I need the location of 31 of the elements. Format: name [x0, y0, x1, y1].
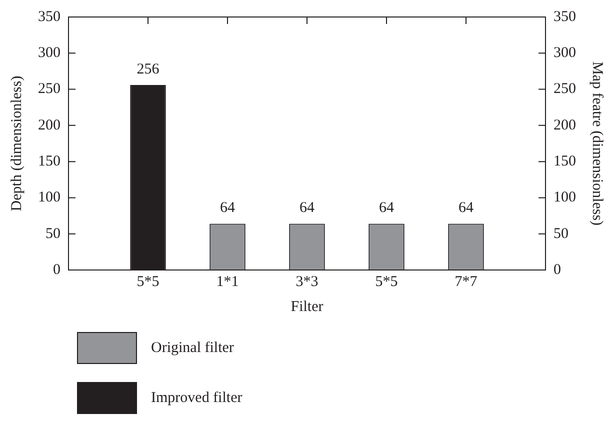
y-tick-label: 0 — [53, 262, 60, 278]
y-axis-title: Depth (dimensionless) — [8, 76, 25, 212]
x-tick-label: 1*1 — [216, 274, 239, 290]
x-tick-label: 7*7 — [454, 274, 478, 290]
y2-tick-label: 250 — [554, 81, 576, 98]
y2-tick-label: 100 — [554, 190, 576, 206]
y2-tick-label: 350 — [554, 8, 576, 25]
x-tick-label: 5*5 — [136, 274, 160, 290]
y2-tick-label: 0 — [554, 262, 561, 278]
x-axis-title: Filter — [290, 298, 324, 315]
y2-tick-label: 200 — [554, 117, 576, 134]
y-tick-label: 150 — [38, 154, 60, 170]
legend-label: Original filter — [151, 340, 234, 356]
data-label: 256 — [136, 61, 160, 78]
y2-tick-label: 50 — [554, 226, 568, 242]
x-tick-label: 5*5 — [375, 274, 398, 290]
data-label: 64 — [300, 200, 315, 216]
x-tick-label: 3*3 — [296, 274, 318, 290]
y-tick-label: 200 — [38, 117, 60, 134]
data-label: 64 — [458, 200, 474, 216]
y2-tick-label: 300 — [554, 45, 576, 62]
y-tick-label: 50 — [46, 226, 60, 242]
legend-label: Improved filter — [151, 390, 242, 406]
y-tick-label: 350 — [38, 8, 60, 25]
data-label: 64 — [220, 200, 236, 216]
y2-axis-title: Map featre (dimensionless) — [589, 61, 606, 226]
y2-tick-label: 150 — [554, 154, 576, 170]
y-tick-label: 100 — [38, 190, 60, 206]
y-tick-label: 300 — [38, 45, 60, 62]
y-tick-label: 250 — [38, 81, 60, 98]
data-label: 64 — [379, 200, 394, 216]
